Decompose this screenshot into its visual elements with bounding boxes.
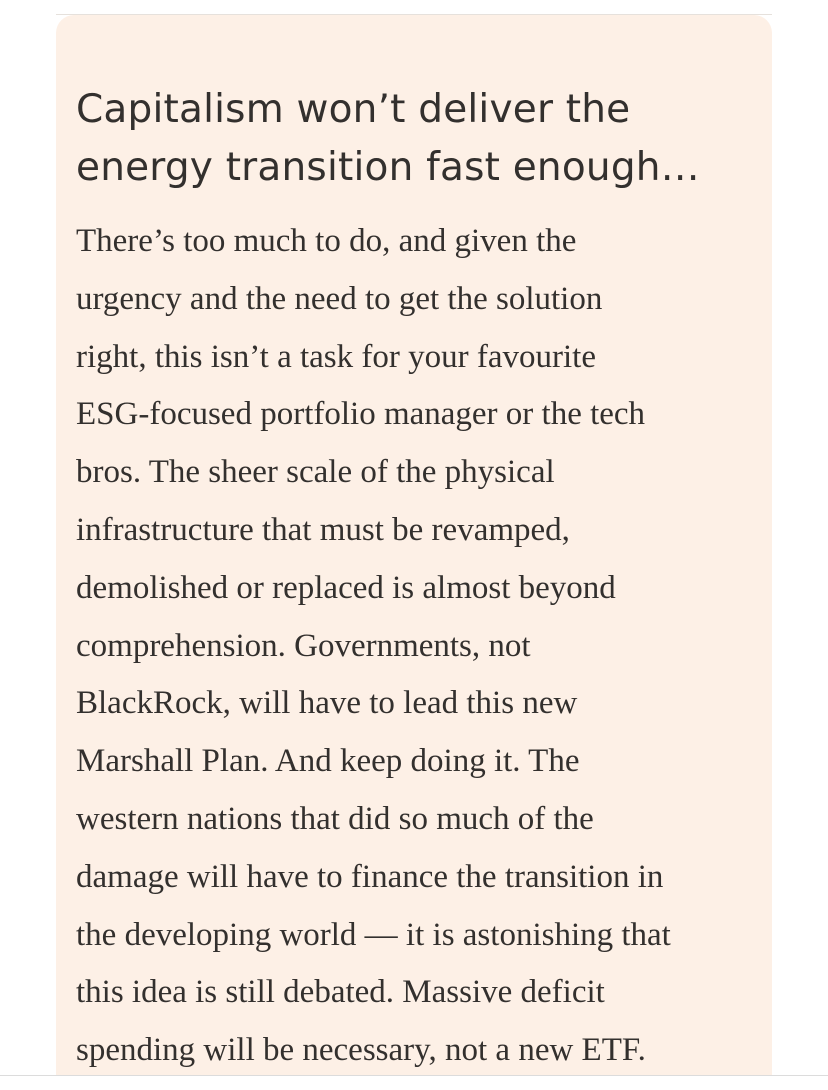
top-divider <box>56 14 772 15</box>
card-body-text: There’s too much to do, and given the ur… <box>76 223 671 1069</box>
bottom-divider <box>0 1075 828 1076</box>
quote-card: Capitalism won’t deliver the energy tran… <box>56 15 772 1075</box>
card-headline: Capitalism won’t deliver the energy tran… <box>76 87 700 190</box>
